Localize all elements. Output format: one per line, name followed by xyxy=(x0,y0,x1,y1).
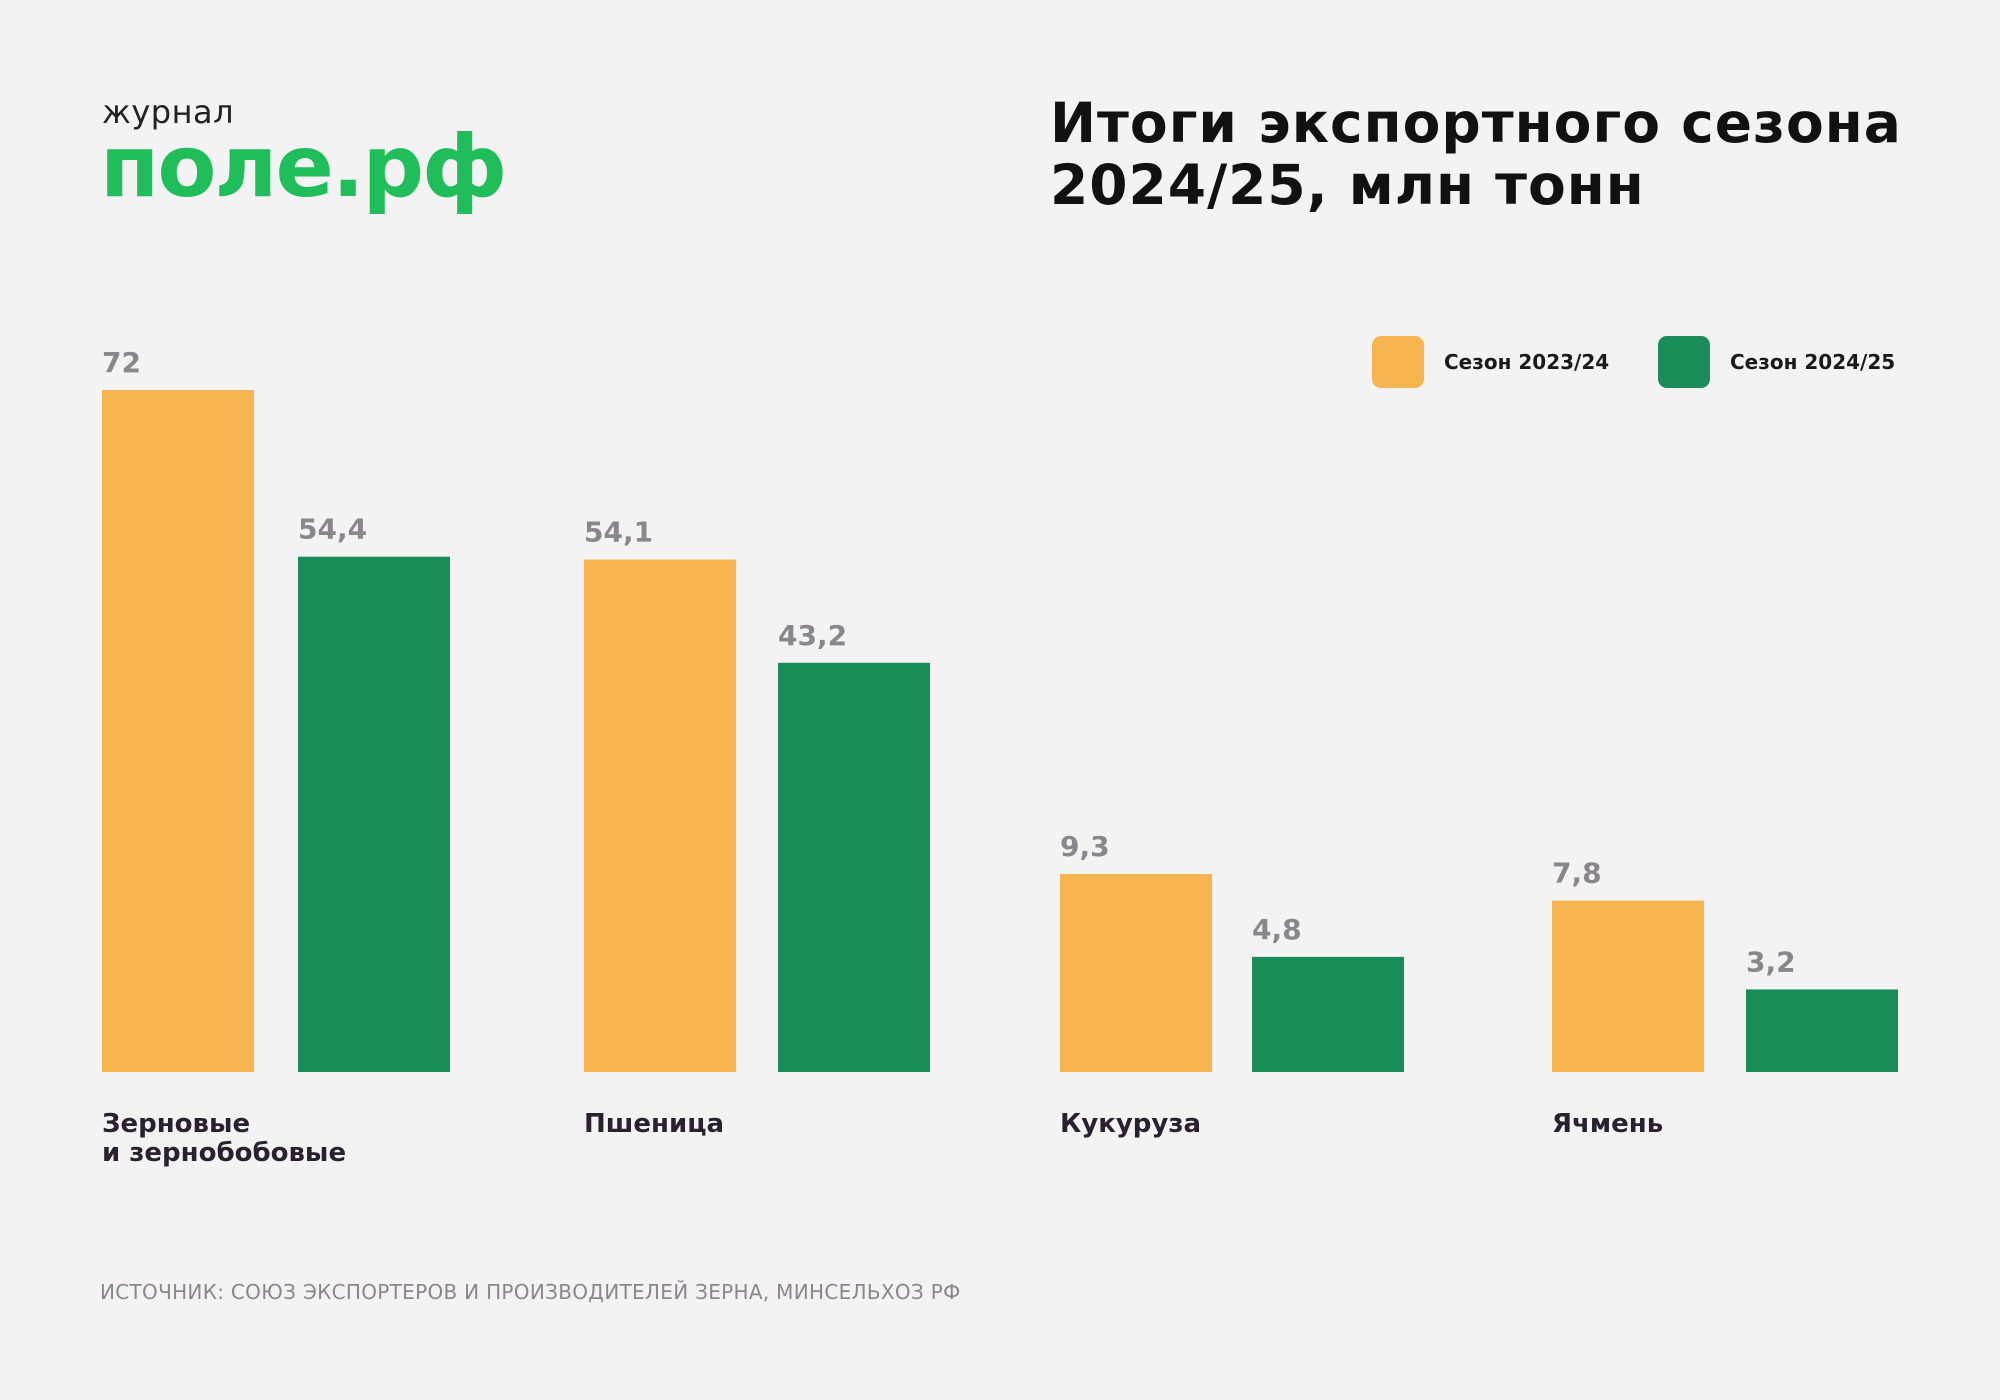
category-label-wheat-line-1: Пшеница xyxy=(584,1109,725,1139)
value-label-barley-2024: 3,2 xyxy=(1746,945,1796,978)
chart-title-line-1: Итоги экспортного сезона xyxy=(1050,91,1902,155)
category-label-grains: Зерновые и зернобобовые xyxy=(102,1110,346,1168)
category-label-grains-line-2: и зернобобовые xyxy=(102,1138,347,1168)
legend-label-2024: Сезон 2024/25 xyxy=(1730,350,1896,374)
logo-small-text: журнал xyxy=(102,93,235,131)
legend-item-2024: Сезон 2024/25 xyxy=(1658,336,1896,388)
category-label-corn-line-1: Кукуруза xyxy=(1060,1109,1202,1139)
logo-brand-text: поле.рф xyxy=(100,117,507,217)
bar-corn-2024 xyxy=(1252,956,1404,1072)
chart-title: Итоги экспортного сезона 2024/25, млн то… xyxy=(1050,92,1950,216)
source-note: ИСТОЧНИК: СОЮЗ ЭКСПОРТЕРОВ И ПРОИЗВОДИТЕ… xyxy=(100,1280,961,1304)
value-label-wheat-2024: 43,2 xyxy=(778,619,847,652)
category-label-barley-line-1: Ячмень xyxy=(1552,1109,1664,1139)
value-label-grains-2024: 54,4 xyxy=(298,513,367,546)
legend-swatch-2023 xyxy=(1372,336,1424,388)
bar-barley-2024 xyxy=(1746,989,1898,1072)
value-label-grains-2023: 72 xyxy=(102,346,141,379)
legend-item-2023: Сезон 2023/24 xyxy=(1372,336,1610,388)
value-label-barley-2023: 7,8 xyxy=(1552,857,1602,890)
value-label-wheat-2023: 54,1 xyxy=(584,516,653,549)
bar-corn-2023 xyxy=(1060,874,1212,1072)
value-label-corn-2024: 4,8 xyxy=(1252,913,1302,946)
bar-wheat-2023 xyxy=(584,559,736,1072)
category-label-barley: Ячмень xyxy=(1552,1110,1663,1139)
legend-swatch-2024 xyxy=(1658,336,1710,388)
bar-barley-2023 xyxy=(1552,900,1704,1072)
legend-label-2023: Сезон 2023/24 xyxy=(1444,350,1610,374)
chart-title-line-2: 2024/25, млн тонн xyxy=(1050,153,1645,217)
bar-wheat-2024 xyxy=(778,662,930,1072)
logo: журнал поле.рф xyxy=(100,96,540,216)
value-label-corn-2023: 9,3 xyxy=(1060,830,1110,863)
bar-grains-2024 xyxy=(298,556,450,1072)
category-label-grains-line-1: Зерновые xyxy=(102,1109,251,1139)
bar-grains-2023 xyxy=(102,390,254,1072)
category-label-wheat: Пшеница xyxy=(584,1110,724,1139)
category-label-corn: Кукуруза xyxy=(1060,1110,1201,1139)
